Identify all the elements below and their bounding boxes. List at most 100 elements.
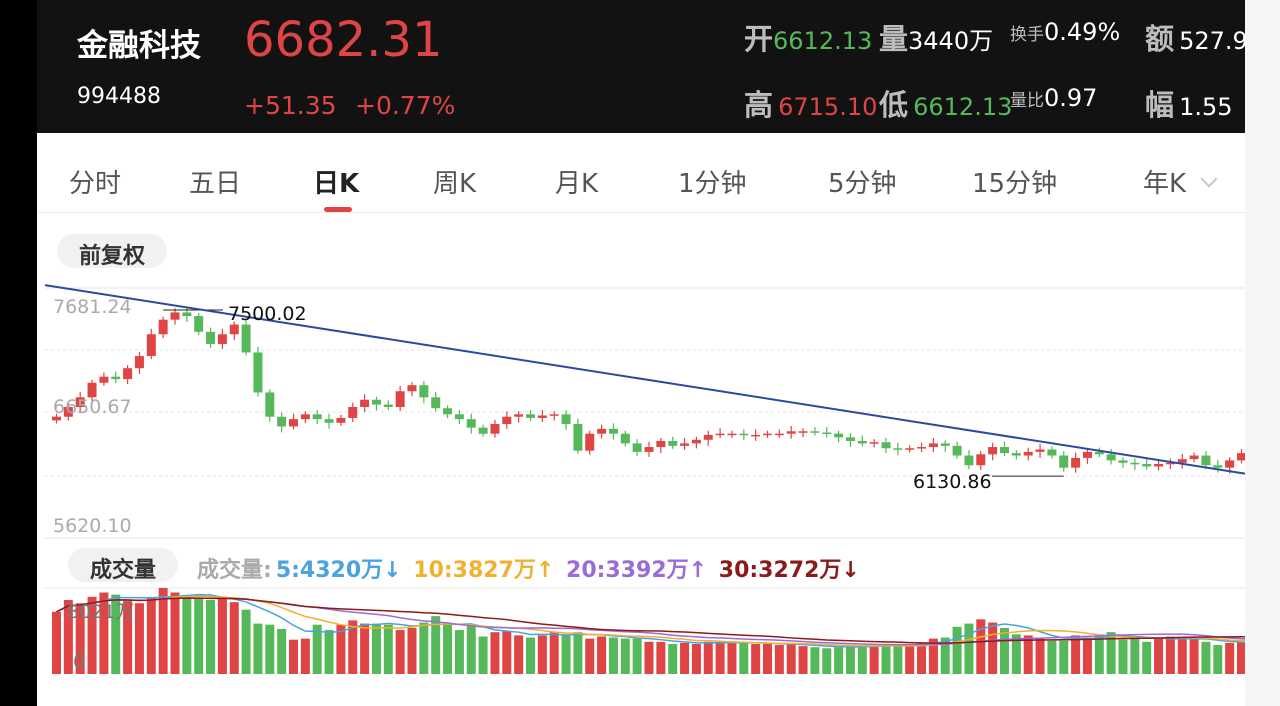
candle-body	[869, 442, 879, 444]
volume-bar	[1225, 642, 1235, 674]
volume-axis-top-label: 8021万	[67, 601, 135, 623]
turnover-stat: 换手0.49%	[1010, 18, 1120, 46]
trend-line	[44, 284, 1245, 475]
volume-bar	[63, 600, 73, 674]
candle-body	[336, 417, 346, 423]
volume-bar	[75, 603, 85, 674]
volume-bar	[739, 642, 749, 674]
candle-body	[87, 382, 97, 398]
tab-intraday[interactable]: 分时	[69, 169, 122, 199]
volume-bar	[905, 645, 915, 674]
candle-body	[620, 433, 630, 444]
volume-value: 3440万	[908, 27, 994, 55]
period-tabs: 分时 五日 日K 周K 月K 1分钟 5分钟 15分钟 年K	[37, 145, 1245, 213]
volume-bar	[786, 643, 796, 674]
candle-body	[63, 407, 73, 417]
tab-five-day[interactable]: 五日	[189, 169, 242, 199]
volume-bar	[976, 619, 986, 674]
volume-bar	[537, 635, 547, 674]
candle-body	[822, 432, 832, 434]
volume-bar	[549, 632, 559, 674]
volume-bar	[1047, 640, 1057, 674]
volume-bar	[763, 643, 772, 674]
volume-ma20: 20:3392万↑	[566, 558, 708, 583]
high-stat: 高 6715.10	[744, 82, 877, 124]
volume-bar	[371, 623, 381, 674]
candle-body	[265, 392, 275, 417]
tab-daily-k[interactable]: 日K	[313, 169, 360, 199]
adjust-button[interactable]: 前复权	[57, 234, 168, 269]
max-price-label: 7500.02	[228, 303, 307, 325]
volume-bar	[146, 597, 156, 674]
min-price-label: 6130.86	[913, 471, 992, 493]
volume-bar	[111, 594, 121, 674]
candle-body	[277, 416, 287, 427]
volume-bar	[182, 595, 192, 674]
candle-body	[680, 443, 690, 446]
candle-body	[952, 445, 962, 456]
candle-body	[763, 433, 772, 436]
volume-bar	[265, 624, 275, 674]
volume-indicator-button[interactable]: 成交量	[68, 548, 179, 583]
volume-ma10: 10:3827万↑	[413, 558, 555, 583]
current-price: 6682.31	[244, 12, 443, 68]
volume-bar	[514, 635, 524, 674]
open-label: 开	[744, 22, 774, 56]
candle-body	[703, 434, 713, 440]
candle-body	[537, 415, 547, 418]
volume-bar	[526, 637, 535, 674]
volume-bar	[620, 638, 630, 674]
candle-body	[774, 433, 784, 436]
candle-body	[1237, 453, 1245, 461]
volume-bar	[217, 598, 227, 674]
volume-bar	[561, 634, 571, 674]
candle-body	[786, 431, 796, 434]
volume-bar	[727, 642, 737, 674]
volume-ma30-line	[56, 597, 1245, 644]
volume-bar	[857, 645, 867, 674]
volume-label: 量	[879, 22, 909, 56]
candle-body	[395, 391, 405, 408]
volume-bar	[597, 636, 607, 674]
candle-body	[348, 407, 358, 418]
candle-body	[99, 376, 109, 383]
volume-bar	[229, 602, 239, 674]
tab-yearly-k[interactable]: 年K	[1143, 169, 1187, 199]
volume-bar	[845, 646, 855, 674]
volume-bar	[715, 641, 725, 674]
tab-1min[interactable]: 1分钟	[678, 169, 747, 199]
candle-body	[502, 416, 512, 424]
candle-body	[1059, 455, 1069, 468]
tab-15min[interactable]: 15分钟	[972, 169, 1058, 199]
candle-body	[1177, 459, 1187, 463]
volume-bar	[170, 592, 180, 674]
volume-bar	[241, 609, 251, 674]
amount-label: 额	[1145, 22, 1175, 56]
volume-bar	[277, 628, 287, 674]
volume-bar	[336, 624, 346, 674]
candle-body	[644, 447, 654, 452]
candle-body	[526, 414, 535, 418]
kline-chart[interactable]	[37, 0, 1245, 706]
candle-body	[810, 431, 820, 433]
tab-monthly-k[interactable]: 月K	[555, 169, 599, 199]
volume-bar	[573, 632, 583, 674]
volume-bar	[928, 638, 938, 674]
volume-bar	[1023, 635, 1033, 674]
candle-body	[1106, 454, 1116, 461]
candle-body	[608, 428, 618, 434]
candle-body	[893, 448, 903, 450]
candle-body	[300, 414, 310, 420]
candle-body	[146, 334, 156, 357]
stock-name: 金融科技	[77, 28, 201, 64]
volume-bar	[289, 639, 298, 674]
candle-body	[1189, 455, 1199, 460]
candle-body	[383, 404, 393, 408]
volume-bar	[407, 627, 417, 674]
volume-bar	[1165, 636, 1175, 674]
amplitude-stat: 幅 1.55	[1145, 82, 1233, 124]
tab-weekly-k[interactable]: 周K	[433, 169, 477, 199]
tab-5min[interactable]: 5分钟	[828, 169, 897, 199]
candle-body	[514, 414, 524, 417]
candle-body	[75, 397, 85, 408]
